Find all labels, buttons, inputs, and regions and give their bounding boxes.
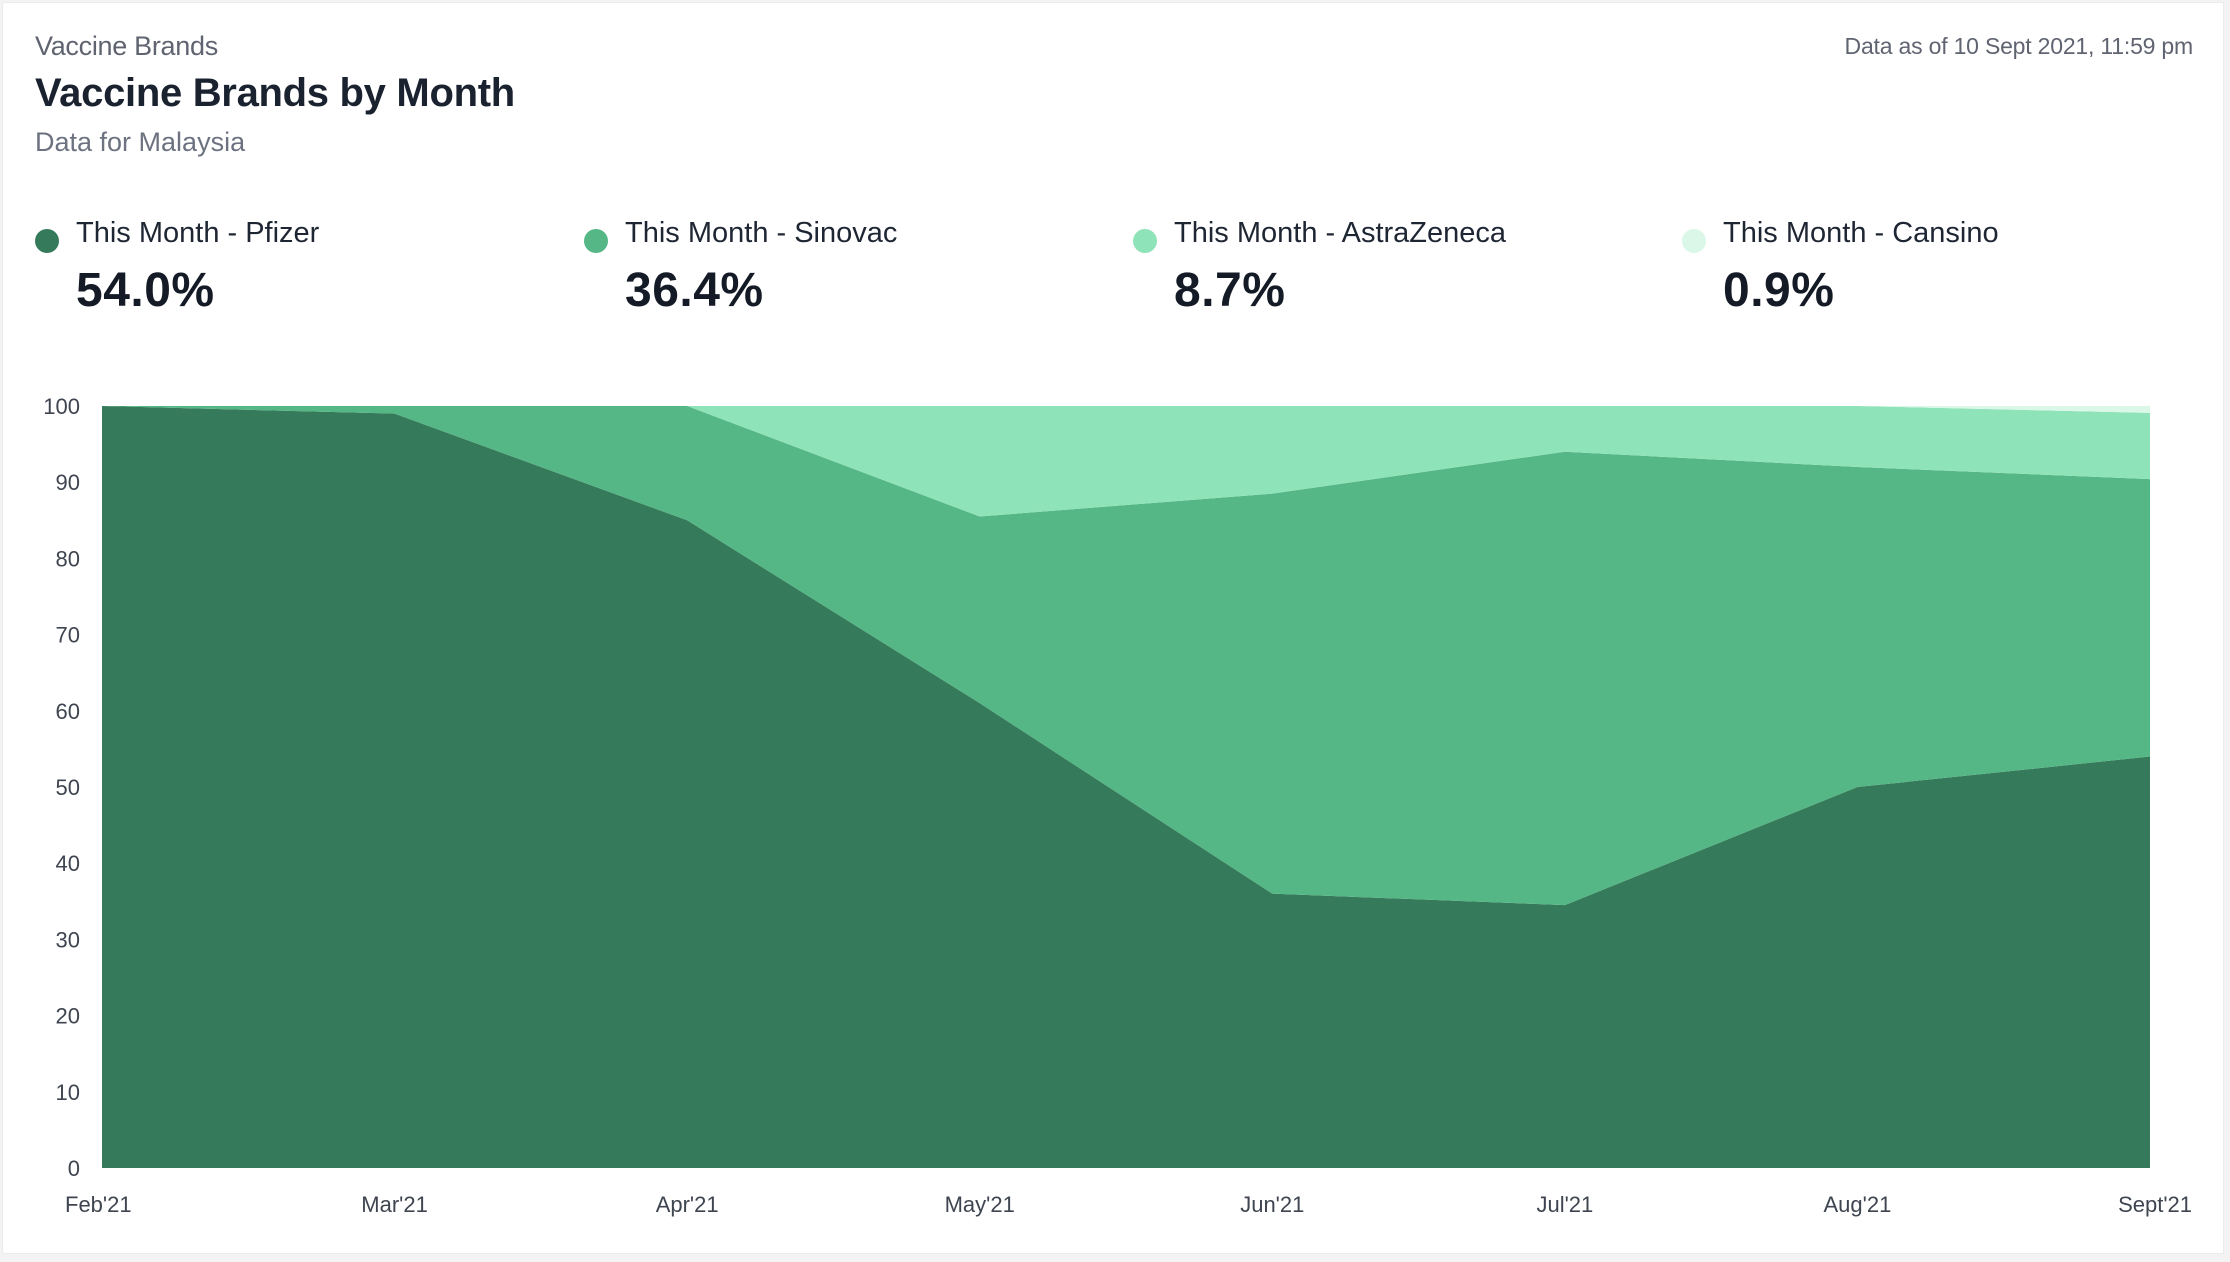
legend-dot-astrazeneca	[1133, 229, 1157, 253]
x-tick-label: Aug'21	[1824, 1192, 1892, 1217]
y-tick-label: 60	[56, 699, 80, 724]
x-axis: Feb'21 Mar'21 Apr'21 May'21 Jun'21 Jul'21 Aug'…	[65, 1192, 2192, 1217]
x-tick-label: Apr'21	[656, 1192, 719, 1217]
y-tick-label: 0	[68, 1156, 80, 1181]
chart-subtitle: Data for Malaysia	[35, 127, 246, 157]
chart-eyebrow: Vaccine Brands	[35, 31, 218, 61]
x-tick-label: Mar'21	[361, 1192, 428, 1217]
y-tick-label: 10	[56, 1080, 80, 1105]
x-tick-label: Jun'21	[1240, 1192, 1304, 1217]
y-tick-label: 40	[56, 851, 80, 876]
legend-label-pfizer: This Month - Pfizer	[76, 217, 320, 249]
legend-value-pfizer: 54.0%	[76, 264, 215, 317]
area-series-3	[102, 406, 2150, 413]
y-axis: 0 10 20 30 40 50 60 70 80 90 100	[43, 394, 80, 1181]
legend-value-sinovac: 36.4%	[625, 264, 764, 317]
y-tick-label: 20	[56, 1004, 80, 1029]
y-tick-label: 30	[56, 927, 80, 952]
legend-dot-sinovac	[584, 229, 608, 253]
y-tick-label: 50	[56, 775, 80, 800]
x-tick-label: Jul'21	[1536, 1192, 1593, 1217]
y-tick-label: 80	[56, 546, 80, 571]
legend-label-sinovac: This Month - Sinovac	[625, 217, 898, 249]
x-tick-label: May'21	[945, 1192, 1015, 1217]
y-tick-label: 90	[56, 470, 80, 495]
data-timestamp: Data as of 10 Sept 2021, 11:59 pm	[1844, 33, 2194, 59]
x-tick-label: Feb'21	[65, 1192, 132, 1217]
y-tick-label: 70	[56, 623, 80, 648]
legend-dot-pfizer	[35, 229, 59, 253]
area-series-2	[102, 406, 2150, 517]
legend-value-astrazeneca: 8.7%	[1174, 264, 1286, 317]
area-series-0	[102, 406, 2150, 1168]
legend-label-cansino: This Month - Cansino	[1723, 217, 1999, 249]
legend-dot-cansino	[1682, 229, 1706, 253]
legend-value-cansino: 0.9%	[1723, 264, 1835, 317]
area-series-group	[102, 406, 2150, 1168]
chart-title: Vaccine Brands by Month	[35, 71, 515, 115]
x-tick-label: Sept'21	[2118, 1192, 2192, 1217]
y-tick-label: 100	[43, 394, 80, 419]
legend-label-astrazeneca: This Month - AstraZeneca	[1174, 217, 1507, 249]
area-series-1	[102, 406, 2150, 906]
